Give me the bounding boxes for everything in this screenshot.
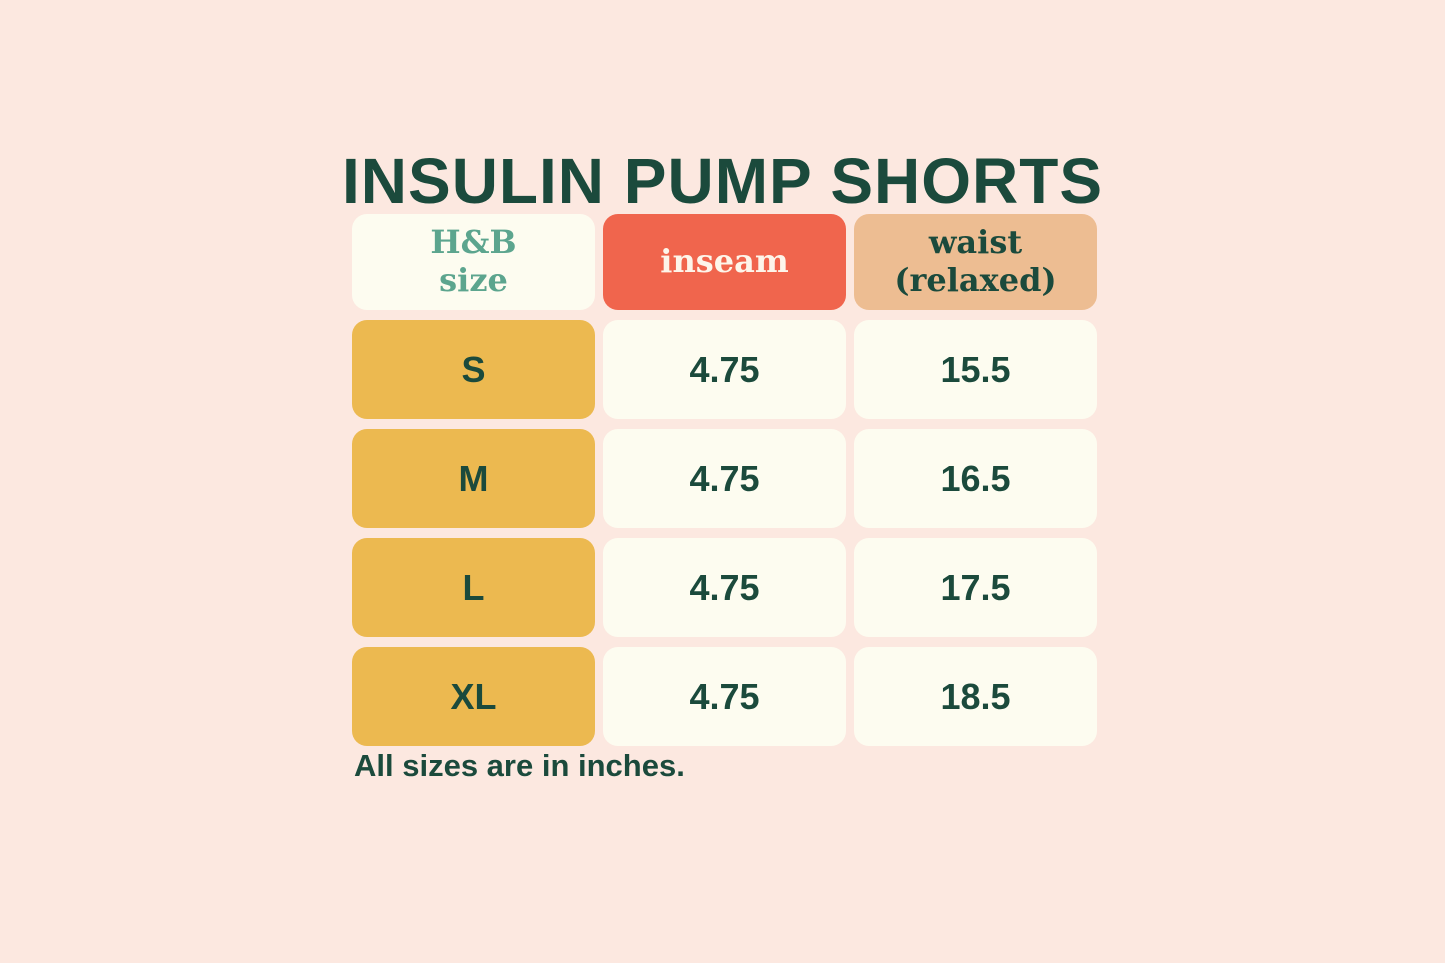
inseam-cell: 4.75	[603, 320, 846, 419]
inseam-cell: 4.75	[603, 647, 846, 746]
waist-cell: 18.5	[854, 647, 1097, 746]
table-row-m: M 4.75 16.5	[352, 429, 1097, 528]
table-row-s: S 4.75 15.5	[352, 320, 1097, 419]
footnote: All sizes are in inches.	[354, 748, 685, 783]
table-header-row: H&B size inseam waist (relaxed)	[352, 214, 1097, 310]
column-header-waist-line1: waist	[928, 223, 1023, 262]
waist-cell: 16.5	[854, 429, 1097, 528]
page-title: INSULIN PUMP SHORTS	[342, 145, 1103, 217]
table-row-l: L 4.75 17.5	[352, 538, 1097, 637]
column-header-inseam: inseam	[603, 214, 846, 310]
size-cell: M	[352, 429, 595, 528]
column-header-size-line1: H&B	[430, 223, 517, 262]
column-header-size-line2: size	[439, 261, 508, 299]
column-header-waist-line2: (relaxed)	[894, 261, 1057, 299]
inseam-cell: 4.75	[603, 429, 846, 528]
column-header-waist: waist (relaxed)	[854, 214, 1097, 310]
waist-cell: 17.5	[854, 538, 1097, 637]
column-header-size: H&B size	[352, 214, 595, 310]
size-cell: XL	[352, 647, 595, 746]
inseam-cell: 4.75	[603, 538, 846, 637]
table-row-xl: XL 4.75 18.5	[352, 647, 1097, 746]
size-cell: L	[352, 538, 595, 637]
waist-cell: 15.5	[854, 320, 1097, 419]
column-header-inseam-line1: inseam	[660, 242, 789, 281]
size-table: H&B size inseam waist (relaxed) S 4.75 1…	[352, 214, 1097, 746]
size-cell: S	[352, 320, 595, 419]
